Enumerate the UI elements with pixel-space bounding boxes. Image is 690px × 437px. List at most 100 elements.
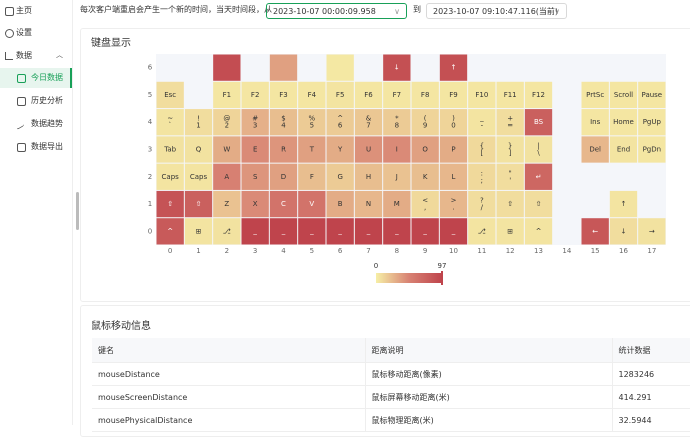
column-header: 键名	[92, 338, 365, 363]
key-label: Caps	[190, 173, 208, 181]
key-label: \	[537, 149, 540, 157]
key-label: ~	[167, 115, 173, 123]
heat-cell	[524, 81, 553, 109]
heat-cell	[326, 109, 354, 136]
key-label: _	[281, 227, 286, 235]
key-label: Caps	[162, 173, 180, 181]
key-label: ?	[480, 197, 484, 205]
heat-cell	[241, 109, 269, 136]
cell: mouseScreenDistance	[92, 385, 365, 409]
visual-map-min: 0	[374, 262, 378, 270]
heat-cell	[411, 163, 439, 190]
key-label: V	[309, 200, 314, 208]
key-label: >	[451, 197, 457, 205]
to-select[interactable]: 2023-10-07 09:10:47.116(当前) ∨	[426, 3, 567, 19]
heat-cell	[269, 109, 298, 136]
column-header: 统计数据	[611, 338, 690, 363]
key-label: F1	[223, 91, 231, 99]
key-label: PgUp	[643, 118, 662, 126]
menu-item[interactable]: 数据趋势	[0, 114, 72, 134]
key-label: 6	[338, 122, 343, 130]
key-label: Z	[224, 200, 229, 208]
key-label: 7	[366, 122, 370, 130]
key-label: N	[366, 200, 371, 208]
key-label: Home	[613, 118, 634, 126]
heat-cell	[298, 190, 326, 218]
visual-map-bar	[376, 273, 442, 283]
scrollbar[interactable]	[76, 192, 79, 230]
from-select[interactable]: 2023-10-07 00:00:09.958 ∨	[266, 3, 407, 19]
heat-cell	[609, 81, 638, 109]
menu-item[interactable]: 主页	[0, 1, 72, 21]
key-label: I	[396, 146, 398, 154]
key-label: 1	[196, 122, 200, 130]
heat-cell	[354, 218, 383, 245]
y-tick-label: 1	[148, 200, 152, 208]
heat-cell	[383, 109, 411, 136]
key-label: .	[452, 204, 454, 212]
key-label: (	[424, 115, 427, 123]
menu-label: 设置	[16, 28, 32, 37]
key-label: ⊞	[507, 227, 513, 235]
menu-label: 历史分析	[31, 96, 63, 105]
heat-cell	[496, 190, 524, 218]
heat-cell	[269, 218, 298, 245]
menu-item[interactable]: 设置	[0, 23, 72, 43]
heat-cell	[524, 163, 553, 190]
heat-cell	[411, 218, 439, 245]
heat-cell	[383, 163, 411, 190]
cell: 414.291	[611, 385, 690, 409]
key-label: ↓	[394, 64, 400, 72]
key-label: "	[509, 169, 512, 177]
key-label: :	[481, 169, 483, 177]
heat-cell	[156, 163, 184, 190]
heat-cell	[468, 136, 496, 163]
heat-cell	[156, 218, 184, 245]
visual-map-handle[interactable]	[441, 271, 443, 285]
key-label: F5	[336, 91, 344, 99]
heat-cell	[326, 136, 354, 163]
key-label: PrtSc	[586, 91, 604, 99]
expand-arrow[interactable]: ︿	[56, 51, 63, 59]
key-label: =	[507, 122, 513, 130]
menu-item[interactable]: 数据 ︿	[0, 46, 72, 66]
heat-cell	[298, 81, 326, 109]
heat-cell	[468, 190, 496, 218]
menu-item[interactable]: 今日数据	[0, 68, 72, 88]
heat-cell	[241, 81, 269, 109]
key-label: |	[537, 142, 539, 150]
cell: 32.5944	[611, 408, 690, 432]
key-label: _	[252, 227, 257, 235]
heat-cell	[439, 54, 468, 81]
x-tick-label: 0	[168, 247, 172, 255]
heat-cell	[411, 81, 439, 109]
heat-cell	[184, 136, 213, 163]
heat-cell	[468, 109, 496, 136]
menu-item[interactable]: 数据导出	[0, 137, 72, 157]
cell: 鼠标屏幕移动距离(米)	[364, 385, 612, 409]
x-tick-label: 10	[449, 247, 458, 255]
key-label: F3	[279, 91, 287, 99]
heat-cell	[298, 218, 326, 245]
x-tick-label: 3	[253, 247, 257, 255]
heat-cell	[609, 109, 638, 136]
key-label: '	[509, 176, 511, 184]
heat-cell	[524, 136, 553, 163]
key-label: ]	[509, 149, 512, 157]
x-tick-label: 9	[423, 247, 427, 255]
menu-label: 数据	[16, 51, 32, 60]
heat-cell	[269, 54, 298, 81]
menu-label: 数据趋势	[31, 119, 63, 128]
key-label: D	[281, 173, 286, 181]
key-label: {	[480, 142, 484, 150]
key-label: ⊞	[196, 227, 202, 235]
key-label: X	[253, 200, 258, 208]
key-label: K	[423, 173, 428, 181]
menu-item[interactable]: 历史分析	[0, 91, 72, 111]
heat-cell	[213, 190, 241, 218]
heat-cell	[383, 218, 411, 245]
heat-cell	[496, 136, 524, 163]
heat-cell	[156, 136, 184, 163]
key-label: H	[366, 173, 371, 181]
heat-cell	[213, 218, 241, 245]
